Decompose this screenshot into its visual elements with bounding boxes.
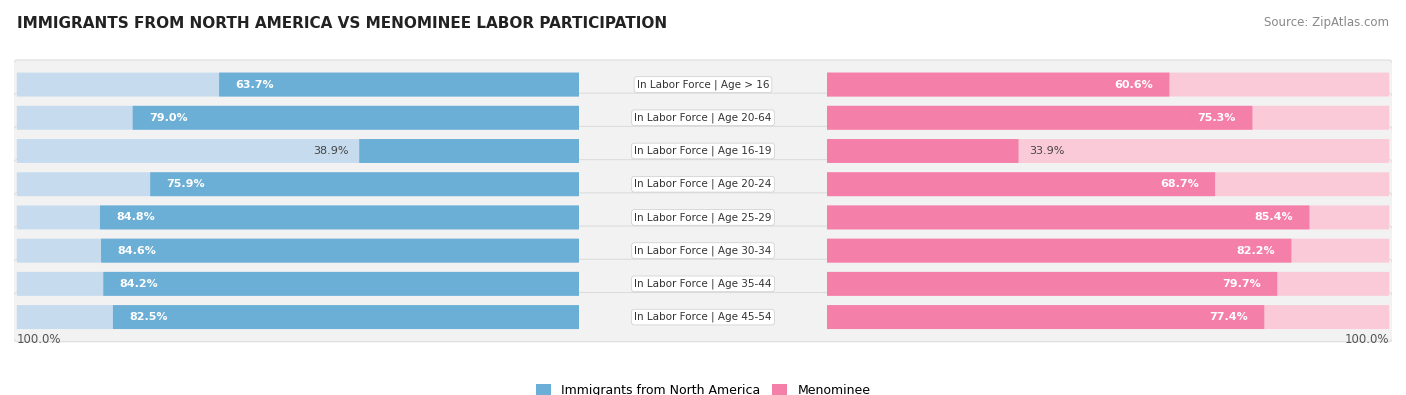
FancyBboxPatch shape: [17, 139, 579, 163]
FancyBboxPatch shape: [17, 172, 579, 196]
Text: 82.5%: 82.5%: [129, 312, 167, 322]
FancyBboxPatch shape: [13, 160, 1393, 209]
FancyBboxPatch shape: [112, 305, 579, 329]
Text: Source: ZipAtlas.com: Source: ZipAtlas.com: [1264, 16, 1389, 29]
FancyBboxPatch shape: [13, 193, 1393, 242]
FancyBboxPatch shape: [359, 139, 579, 163]
FancyBboxPatch shape: [827, 139, 1018, 163]
Text: In Labor Force | Age 20-24: In Labor Force | Age 20-24: [634, 179, 772, 190]
FancyBboxPatch shape: [17, 73, 579, 96]
Text: 79.7%: 79.7%: [1222, 279, 1261, 289]
Text: IMMIGRANTS FROM NORTH AMERICA VS MENOMINEE LABOR PARTICIPATION: IMMIGRANTS FROM NORTH AMERICA VS MENOMIN…: [17, 16, 666, 31]
FancyBboxPatch shape: [17, 272, 579, 296]
FancyBboxPatch shape: [17, 205, 579, 229]
FancyBboxPatch shape: [101, 239, 579, 263]
FancyBboxPatch shape: [17, 305, 579, 329]
FancyBboxPatch shape: [827, 305, 1389, 329]
Text: 79.0%: 79.0%: [149, 113, 188, 123]
FancyBboxPatch shape: [827, 172, 1389, 196]
FancyBboxPatch shape: [13, 126, 1393, 176]
Text: 100.0%: 100.0%: [17, 333, 62, 346]
FancyBboxPatch shape: [827, 205, 1309, 229]
FancyBboxPatch shape: [827, 272, 1277, 296]
Text: In Labor Force | Age 16-19: In Labor Force | Age 16-19: [634, 146, 772, 156]
Text: In Labor Force | Age 30-34: In Labor Force | Age 30-34: [634, 245, 772, 256]
Text: 38.9%: 38.9%: [312, 146, 349, 156]
FancyBboxPatch shape: [827, 272, 1389, 296]
Text: In Labor Force | Age 35-44: In Labor Force | Age 35-44: [634, 278, 772, 289]
FancyBboxPatch shape: [103, 272, 579, 296]
FancyBboxPatch shape: [827, 73, 1170, 96]
Text: 84.8%: 84.8%: [117, 213, 155, 222]
FancyBboxPatch shape: [13, 292, 1393, 342]
FancyBboxPatch shape: [17, 106, 579, 130]
FancyBboxPatch shape: [827, 172, 1215, 196]
FancyBboxPatch shape: [827, 106, 1389, 130]
Text: In Labor Force | Age > 16: In Labor Force | Age > 16: [637, 79, 769, 90]
FancyBboxPatch shape: [100, 205, 579, 229]
Text: 84.6%: 84.6%: [118, 246, 156, 256]
FancyBboxPatch shape: [827, 73, 1389, 96]
Text: In Labor Force | Age 25-29: In Labor Force | Age 25-29: [634, 212, 772, 223]
FancyBboxPatch shape: [827, 305, 1264, 329]
FancyBboxPatch shape: [17, 239, 579, 263]
FancyBboxPatch shape: [13, 259, 1393, 308]
FancyBboxPatch shape: [219, 73, 579, 96]
FancyBboxPatch shape: [13, 60, 1393, 109]
Text: 75.3%: 75.3%: [1198, 113, 1236, 123]
FancyBboxPatch shape: [827, 239, 1389, 263]
FancyBboxPatch shape: [827, 106, 1253, 130]
Text: In Labor Force | Age 45-54: In Labor Force | Age 45-54: [634, 312, 772, 322]
FancyBboxPatch shape: [13, 93, 1393, 142]
Text: 100.0%: 100.0%: [1344, 333, 1389, 346]
Legend: Immigrants from North America, Menominee: Immigrants from North America, Menominee: [530, 379, 876, 395]
Text: 85.4%: 85.4%: [1254, 213, 1294, 222]
Text: 84.2%: 84.2%: [120, 279, 159, 289]
FancyBboxPatch shape: [827, 239, 1291, 263]
Text: 60.6%: 60.6%: [1114, 79, 1153, 90]
Text: 82.2%: 82.2%: [1236, 246, 1275, 256]
FancyBboxPatch shape: [150, 172, 579, 196]
FancyBboxPatch shape: [827, 139, 1389, 163]
Text: 63.7%: 63.7%: [236, 79, 274, 90]
FancyBboxPatch shape: [13, 226, 1393, 275]
FancyBboxPatch shape: [827, 205, 1389, 229]
Text: In Labor Force | Age 20-64: In Labor Force | Age 20-64: [634, 113, 772, 123]
Text: 68.7%: 68.7%: [1160, 179, 1198, 189]
Text: 75.9%: 75.9%: [167, 179, 205, 189]
FancyBboxPatch shape: [132, 106, 579, 130]
Text: 77.4%: 77.4%: [1209, 312, 1247, 322]
Text: 33.9%: 33.9%: [1029, 146, 1064, 156]
